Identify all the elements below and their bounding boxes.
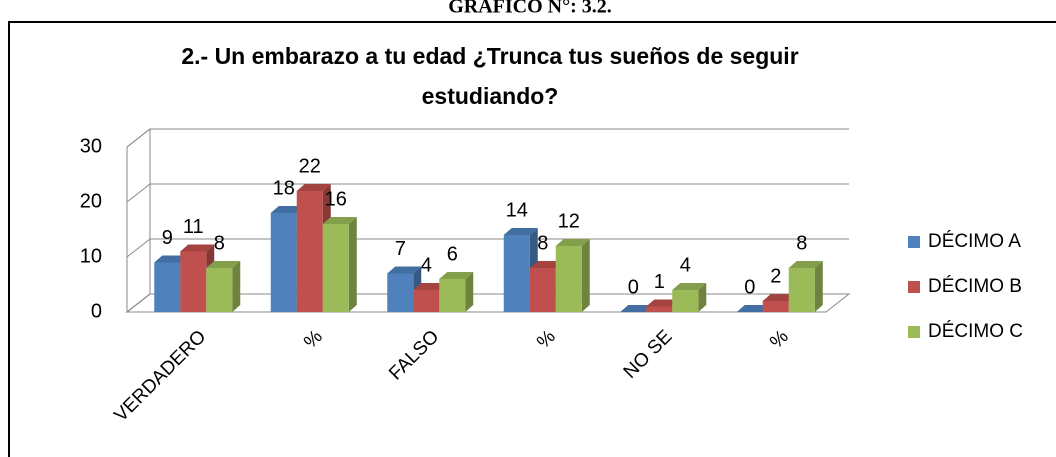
data-label: 4: [680, 254, 691, 276]
legend-swatch: [908, 326, 920, 338]
bar: [296, 191, 323, 312]
data-label: 18: [273, 177, 295, 199]
bar: [762, 301, 789, 312]
bar-top: [672, 283, 707, 290]
bar: [322, 224, 349, 312]
data-label: 8: [796, 232, 807, 254]
x-tick-label: %: [533, 326, 560, 353]
side-grid-line: [126, 183, 151, 203]
bar: [439, 279, 466, 312]
side-grid-line: [126, 238, 151, 258]
bar-side: [232, 261, 241, 312]
header: GRÁFICO N°: 3.2.: [448, 0, 612, 18]
side-grid-line: [126, 293, 151, 313]
data-label: 0: [744, 276, 755, 298]
bar: [529, 268, 556, 312]
data-label: 9: [162, 227, 173, 249]
x-tick-label: VERDADERO: [110, 326, 210, 426]
y-tick-label: 0: [91, 300, 102, 322]
bar-top: [296, 184, 331, 191]
bar-side: [581, 239, 590, 312]
legend-label: DÉCIMO A: [928, 231, 1021, 252]
bar-top: [387, 266, 422, 274]
bar-top: [788, 261, 823, 268]
bar-top: [154, 255, 189, 263]
data-label: 4: [421, 254, 432, 276]
legend-label: DÉCIMO B: [928, 276, 1022, 297]
bar-top: [762, 294, 797, 301]
x-tick-label: NO SE: [620, 326, 677, 383]
y-tick-label: 10: [80, 245, 102, 267]
bar: [788, 268, 815, 312]
bar-side: [465, 272, 474, 312]
side-grid-line: [126, 128, 151, 148]
bar-top: [736, 305, 771, 312]
bar-side: [814, 261, 823, 312]
bar: [270, 213, 297, 312]
back-wall: [126, 127, 151, 314]
data-label: 1: [654, 271, 665, 293]
x-tick-label: %: [300, 326, 327, 353]
data-label: 8: [537, 232, 548, 254]
data-label: 16: [325, 188, 347, 210]
data-label: 2: [770, 265, 781, 287]
bar-top: [180, 244, 215, 252]
bar: [503, 235, 530, 312]
bar: [180, 251, 207, 312]
data-label: 12: [558, 210, 580, 232]
legend-label: DÉCIMO C: [928, 321, 1023, 342]
x-tick-label: FALSO: [385, 326, 443, 384]
bar-top: [620, 305, 655, 312]
bar-top: [270, 206, 305, 213]
data-label: 14: [506, 199, 528, 221]
bar: [206, 268, 233, 312]
bar: [672, 290, 699, 312]
bar-top: [413, 283, 448, 290]
bar-side: [348, 217, 357, 312]
data-label: 7: [395, 238, 406, 260]
bar: [413, 290, 440, 312]
bar-top: [322, 217, 357, 224]
bar-top: [206, 261, 241, 268]
data-label: 0: [628, 276, 639, 298]
bar: [387, 273, 414, 312]
bar: [154, 262, 181, 312]
chart-title: 2.- Un embarazo a tu edad ¿Trunca tus su…: [181, 43, 798, 109]
x-tick-label: %: [766, 326, 793, 353]
y-tick-label: 20: [80, 190, 102, 212]
legend-swatch: [908, 236, 920, 248]
data-label: 11: [183, 216, 204, 238]
bar-side: [698, 283, 707, 312]
bar: [646, 306, 673, 312]
bar-top: [646, 299, 681, 307]
bar-top: [503, 228, 538, 235]
data-label: 8: [214, 232, 225, 254]
bar-top: [529, 261, 564, 268]
y-tick-label: 30: [80, 135, 102, 157]
data-label: 22: [299, 155, 321, 177]
legend-swatch: [908, 281, 920, 293]
bar: [555, 246, 582, 312]
chart-frame: [8, 21, 1056, 457]
bar-top: [439, 272, 474, 279]
data-label: 6: [447, 243, 458, 265]
bar-top: [555, 239, 590, 246]
